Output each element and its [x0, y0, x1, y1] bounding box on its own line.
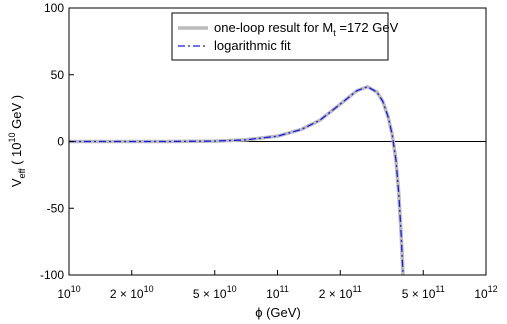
- y-axis-title: Veff ( 1010 GeV ): [7, 95, 27, 187]
- x-tick-label: 1012: [474, 284, 497, 301]
- x-tick-label-base: 10: [474, 287, 488, 301]
- series-line-one-loop: [69, 85, 405, 275]
- x-tick-label-exponent: 11: [352, 284, 361, 294]
- y-axis-title-base: V: [9, 178, 24, 187]
- y-tick-label: 0: [57, 135, 64, 149]
- x-axis-title: ϕ (GeV): [255, 305, 301, 320]
- y-tick-label: 100: [44, 1, 64, 15]
- x-tick-label-base: 5 × 10: [193, 287, 227, 301]
- x-tick-label-exponent: 11: [280, 284, 289, 294]
- x-tick-label: 2 × 1010: [110, 284, 154, 301]
- y-tick-label: -100: [40, 268, 64, 282]
- x-tick-label-exponent: 10: [227, 284, 237, 294]
- series-line-logarithmic-fit: [69, 86, 404, 275]
- x-axis-ticks: 1010 2 × 1010 5 × 1010 1011 2 × 1011 5 × 1011…: [57, 270, 498, 301]
- legend-label-one-loop-post: =172 GeV: [336, 20, 399, 35]
- legend: one-loop result for Mt =172 GeV logarith…: [171, 12, 399, 61]
- legend-label-one-loop-sub: t: [333, 28, 336, 38]
- y-tick-label: 50: [51, 68, 65, 82]
- x-tick-label: 1010: [57, 284, 80, 301]
- x-tick-label-base: 5 × 10: [402, 287, 436, 301]
- x-tick-label-base: 10: [266, 287, 280, 301]
- y-axis-title-sub: eff: [17, 168, 27, 178]
- y-axis-ticks: 100 50 0 -50 -100: [40, 1, 74, 282]
- legend-label-logarithmic-fit: logarithmic fit: [214, 38, 291, 53]
- legend-box: [171, 12, 389, 61]
- x-tick-label: 5 × 1011: [402, 284, 445, 301]
- x-tick-label-base: 2 × 10: [319, 287, 353, 301]
- legend-label-one-loop: one-loop result for Mt =172 GeV: [214, 20, 399, 38]
- y-tick-label: -50: [47, 201, 65, 215]
- x-tick-label-base: 10: [57, 287, 71, 301]
- x-tick-label: 2 × 1011: [319, 284, 362, 301]
- x-tick-label-base: 2 × 10: [110, 287, 144, 301]
- x-tick-label: 5 × 1010: [193, 284, 237, 301]
- x-tick-label-exponent: 11: [435, 284, 444, 294]
- y-axis-title-open: ( 10: [9, 143, 24, 169]
- x-tick-label-exponent: 10: [144, 284, 154, 294]
- y-axis-title-close: GeV ): [9, 95, 24, 133]
- x-tick-label: 1011: [266, 284, 289, 301]
- legend-label-one-loop-pre: one-loop result for M: [214, 20, 333, 35]
- x-tick-label-exponent: 12: [488, 284, 498, 294]
- x-tick-label-exponent: 10: [71, 284, 81, 294]
- y-axis-title-sup: 10: [7, 133, 17, 143]
